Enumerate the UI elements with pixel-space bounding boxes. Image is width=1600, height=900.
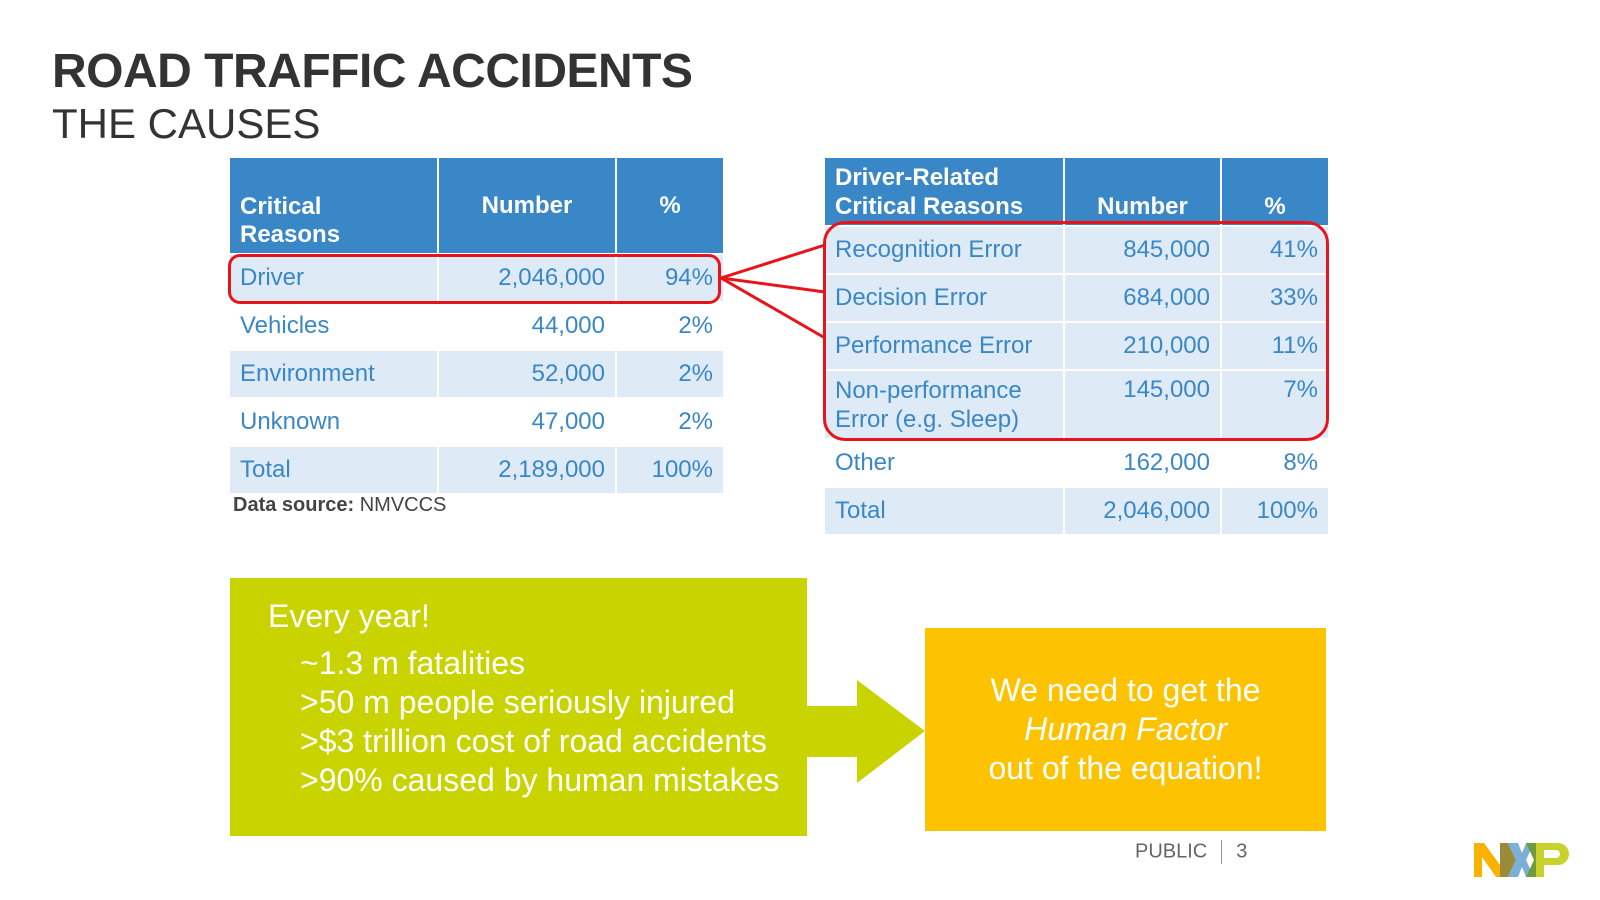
- source-value: NMVCCS: [359, 494, 447, 516]
- cell: 145,000: [1065, 371, 1220, 438]
- table-row: Vehicles 44,000 2%: [230, 303, 723, 349]
- list-item: >50 m people seriously injured: [300, 684, 735, 720]
- cell: Non-performance Error (e.g. Sleep): [825, 371, 1063, 438]
- cell: 210,000: [1065, 323, 1220, 369]
- cell: Decision Error: [825, 275, 1063, 321]
- cell: 2%: [678, 312, 713, 339]
- conclusion-emphasis: Human Factor: [1024, 711, 1227, 747]
- table-row: Unknown 47,000 2%: [230, 399, 723, 445]
- cell: 44,000: [531, 312, 605, 339]
- cell: 684,000: [1065, 275, 1220, 321]
- cell: 100%: [617, 447, 723, 493]
- divider: [1221, 840, 1223, 864]
- cell: Vehicles: [240, 312, 330, 339]
- cell: Unknown: [240, 408, 341, 435]
- table-row: Driver 2,046,000 94%: [230, 255, 723, 301]
- connector-line: [720, 276, 826, 340]
- cell: 8%: [1283, 449, 1318, 476]
- source-label: Data source:: [233, 494, 355, 516]
- cell: 52,000: [439, 351, 615, 397]
- table-row: Non-performance Error (e.g. Sleep) 145,00…: [825, 371, 1328, 438]
- column-header: %: [1222, 158, 1328, 225]
- cell: Other: [835, 449, 896, 476]
- cell: Recognition Error: [825, 227, 1063, 273]
- cell: Environment: [230, 351, 437, 397]
- footer: PUBLIC 3: [1135, 840, 1247, 864]
- cell: 11%: [1222, 323, 1328, 369]
- page-number: 3: [1236, 840, 1248, 863]
- cell: 47,000: [531, 408, 605, 435]
- connector-line: [720, 243, 826, 280]
- slide-title: ROAD TRAFFIC ACCIDENTS: [52, 45, 693, 98]
- facts-list: ~1.3 m fatalities >50 m people seriously…: [300, 644, 779, 800]
- column-header: Critical Reasons: [230, 158, 437, 253]
- table-row: Other 162,000 8%: [825, 440, 1328, 486]
- facts-heading: Every year!: [268, 598, 430, 634]
- table-row: Decision Error 684,000 33%: [825, 275, 1328, 321]
- conclusion-text: We need to get the: [990, 672, 1261, 708]
- cell: Total: [825, 488, 1063, 534]
- list-item: ~1.3 m fatalities: [300, 645, 525, 681]
- cell: 94%: [617, 255, 723, 301]
- column-header: Number: [1065, 158, 1220, 225]
- slide-subtitle: THE CAUSES: [52, 100, 321, 147]
- critical-reasons-table: Critical Reasons Number % Driver 2,046,00…: [228, 156, 725, 495]
- column-header: Number: [439, 158, 615, 253]
- list-item: >90% caused by human mistakes: [300, 762, 780, 798]
- cell: 162,000: [1123, 449, 1210, 476]
- arrow-right-icon: [807, 680, 925, 783]
- cell: 2%: [678, 408, 713, 435]
- column-header: Driver-Related Critical Reasons: [825, 158, 1063, 225]
- cell: 2,189,000: [439, 447, 615, 493]
- cell: Driver: [230, 255, 437, 301]
- list-item: >$3 trillion cost of road accidents: [300, 723, 767, 759]
- connector-line: [720, 276, 826, 294]
- cell: 2,046,000: [439, 255, 615, 301]
- facts-box: Every year! ~1.3 m fatalities >50 m peop…: [230, 578, 807, 836]
- cell: 2%: [617, 351, 723, 397]
- classification-label: PUBLIC: [1135, 840, 1208, 863]
- data-source: Data source: NMVCCS: [233, 494, 446, 517]
- cell: 100%: [1222, 488, 1328, 534]
- table-row: Environment 52,000 2%: [230, 351, 723, 397]
- driver-highlight: [228, 254, 721, 304]
- table-row: Total 2,046,000 100%: [825, 488, 1328, 534]
- nxp-logo: [1474, 843, 1569, 877]
- table-row: Performance Error 210,000 11%: [825, 323, 1328, 369]
- conclusion-text: out of the equation!: [988, 750, 1263, 786]
- cell: 2,046,000: [1065, 488, 1220, 534]
- column-header: %: [617, 158, 723, 253]
- cell: Total: [230, 447, 437, 493]
- cell: 845,000: [1065, 227, 1220, 273]
- conclusion-box: We need to get the Human Factor out of t…: [925, 628, 1326, 831]
- cell: Performance Error: [825, 323, 1063, 369]
- driver-errors-highlight: [823, 221, 1329, 441]
- cell: 33%: [1222, 275, 1328, 321]
- table-row: Total 2,189,000 100%: [230, 447, 723, 493]
